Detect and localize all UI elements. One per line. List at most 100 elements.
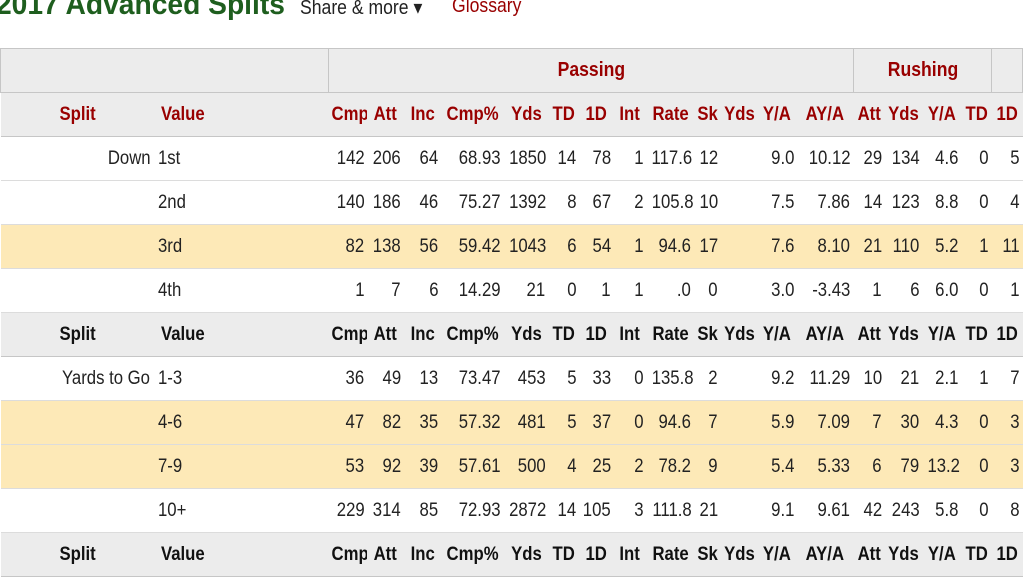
stat-cell: 64 <box>403 136 442 181</box>
column-header[interactable]: Inc <box>403 532 442 577</box>
column-header[interactable]: Value <box>154 532 329 577</box>
column-header[interactable]: Inc <box>403 312 442 357</box>
stat-cell: 36 <box>328 356 368 401</box>
stat-value: 17 <box>699 235 718 257</box>
column-header[interactable]: Y/A <box>922 92 962 137</box>
stat-cell: 1 <box>991 268 1023 313</box>
column-header[interactable]: Cmp% <box>441 532 504 577</box>
column-header[interactable]: Att <box>367 532 404 577</box>
column-header[interactable]: Split <box>0 92 155 137</box>
column-header[interactable]: 1D <box>991 532 1023 577</box>
column-header[interactable]: TD <box>548 92 580 137</box>
advanced-splits-table: Passing Rushing Split Value Cmp Att Inc Cmp% Yds… <box>0 48 1023 577</box>
column-header[interactable]: TD <box>548 532 580 577</box>
column-header[interactable]: Yds <box>720 532 758 577</box>
stat-cell: 49 <box>367 356 404 401</box>
column-header[interactable]: Yds <box>884 532 923 577</box>
column-header[interactable]: Y/A <box>757 92 798 137</box>
over-header-blank-end <box>991 48 1023 93</box>
column-header[interactable]: Cmp <box>328 312 368 357</box>
column-header[interactable]: Att <box>853 92 885 137</box>
stat-cell: 105 <box>579 488 614 533</box>
column-header[interactable]: Int <box>613 92 647 137</box>
column-header[interactable]: Y/A <box>922 532 962 577</box>
stat-cell: 72.93 <box>441 488 504 533</box>
stat-cell: 9 <box>694 444 721 489</box>
column-header[interactable]: Cmp <box>328 92 368 137</box>
column-header[interactable]: Yds <box>503 532 549 577</box>
stat-cell: 5 <box>548 356 580 401</box>
stat-cell: 67 <box>579 180 614 225</box>
column-header[interactable]: Cmp <box>328 532 368 577</box>
column-header[interactable]: TD <box>961 92 992 137</box>
column-header[interactable]: Int <box>613 532 647 577</box>
column-header[interactable]: Y/A <box>757 532 798 577</box>
stat-cell: 92 <box>367 444 404 489</box>
split-label-cell <box>0 180 155 225</box>
column-header[interactable]: Split <box>0 312 155 357</box>
column-header[interactable]: Yds <box>720 92 758 137</box>
column-header[interactable]: TD <box>961 312 992 357</box>
stat-cell: 21 <box>884 356 923 401</box>
column-header[interactable]: Y/A <box>757 312 798 357</box>
column-header[interactable]: AY/A <box>797 312 854 357</box>
column-header[interactable]: 1D <box>579 312 614 357</box>
column-header-label: Rate <box>652 323 689 345</box>
column-header[interactable]: Split <box>0 532 155 577</box>
split-label-cell: Yards to Go <box>0 356 155 401</box>
column-header[interactable]: Yds <box>884 312 923 357</box>
column-header-label: Value <box>161 543 206 565</box>
stat-cell: 1 <box>579 268 614 313</box>
column-header-label: TD <box>552 543 575 565</box>
column-header[interactable]: TD <box>548 312 580 357</box>
stat-value: 11.29 <box>809 367 851 389</box>
column-header-label: Yds <box>510 543 542 565</box>
column-header[interactable]: AY/A <box>797 532 854 577</box>
column-header[interactable]: Att <box>853 532 885 577</box>
column-header[interactable]: Sk <box>694 312 721 357</box>
stat-value: 229 <box>336 499 365 521</box>
column-header[interactable]: Rate <box>646 92 695 137</box>
column-header[interactable]: Yds <box>503 312 549 357</box>
share-menu-button[interactable]: Share & more ▾ <box>300 0 423 19</box>
column-header[interactable]: Inc <box>403 92 442 137</box>
column-header[interactable]: Yds <box>720 312 758 357</box>
glossary-link[interactable]: Glossary <box>452 0 522 17</box>
column-header[interactable]: Att <box>367 92 404 137</box>
stat-value: 105 <box>582 499 611 521</box>
value-label: 10+ <box>158 499 187 521</box>
column-header[interactable]: Y/A <box>922 312 962 357</box>
column-header[interactable]: Value <box>154 312 329 357</box>
column-header[interactable]: Att <box>853 312 885 357</box>
column-header[interactable]: Sk <box>694 92 721 137</box>
stat-cell: 10.12 <box>797 136 854 181</box>
stat-cell <box>720 224 758 269</box>
column-header[interactable]: Yds <box>884 92 923 137</box>
column-header[interactable]: AY/A <box>797 92 854 137</box>
stat-cell: 21 <box>853 224 885 269</box>
column-header[interactable]: Value <box>154 92 329 137</box>
column-header[interactable]: Att <box>367 312 404 357</box>
column-header[interactable]: Rate <box>646 312 695 357</box>
column-header-label: Att <box>857 323 881 345</box>
column-header[interactable]: Sk <box>694 532 721 577</box>
column-header[interactable]: 1D <box>991 92 1023 137</box>
column-header[interactable]: Int <box>613 312 647 357</box>
stat-cell: 21 <box>503 268 549 313</box>
stat-value: 72.93 <box>458 499 501 521</box>
stat-value: 6 <box>566 235 577 257</box>
column-header[interactable]: Cmp% <box>441 92 504 137</box>
column-header[interactable]: 1D <box>579 92 614 137</box>
column-header[interactable]: Rate <box>646 532 695 577</box>
stat-value: 0 <box>979 411 989 433</box>
column-header[interactable]: TD <box>961 532 992 577</box>
stat-value: 94.6 <box>658 411 692 433</box>
column-header[interactable]: Yds <box>503 92 549 137</box>
column-header[interactable]: 1D <box>579 532 614 577</box>
column-header[interactable]: 1D <box>991 312 1023 357</box>
column-header-label: 1D <box>996 323 1018 345</box>
stat-cell: 85 <box>403 488 442 533</box>
column-header-label: Cmp% <box>446 103 499 125</box>
stat-value: 13.2 <box>926 455 960 477</box>
column-header[interactable]: Cmp% <box>441 312 504 357</box>
